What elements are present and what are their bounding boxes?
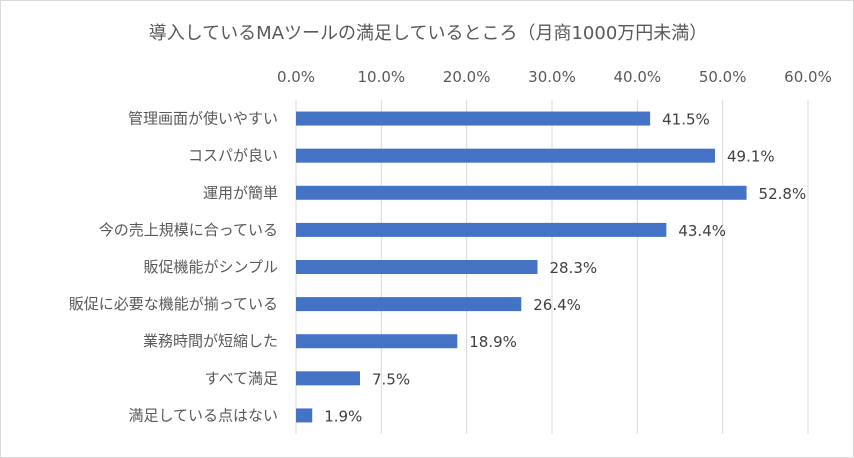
x-tick-label: 60.0% — [784, 68, 832, 86]
category-label: 管理画面が使いやすい — [128, 110, 278, 128]
data-label: 7.5% — [372, 370, 410, 388]
data-label: 1.9% — [324, 407, 362, 425]
data-label: 26.4% — [533, 296, 581, 314]
bar — [296, 297, 522, 312]
data-label: 41.5% — [662, 111, 710, 129]
category-label: コスパが良い — [188, 147, 278, 165]
x-tick-label: 0.0% — [277, 68, 315, 86]
data-label: 18.9% — [469, 333, 517, 351]
category-label: 業務時間が短縮した — [143, 332, 278, 350]
data-label: 49.1% — [727, 148, 775, 166]
bar — [296, 148, 715, 163]
x-tick-label: 50.0% — [699, 68, 747, 86]
data-label: 52.8% — [759, 185, 807, 203]
data-label: 43.4% — [678, 222, 726, 240]
x-tick-label: 10.0% — [358, 68, 406, 86]
data-label: 28.3% — [549, 259, 597, 277]
category-label: 今の売上規模に合っている — [99, 221, 278, 239]
bar — [296, 260, 538, 274]
category-label: 販促に必要な機能が揃っている — [69, 295, 278, 313]
category-label: 販促機能がシンプル — [143, 258, 278, 276]
bar — [296, 222, 667, 237]
x-tick-label: 40.0% — [614, 68, 662, 86]
chart-title: 導入しているMAツールの満足しているところ（月商1000万円未満） — [148, 23, 708, 44]
bar — [296, 185, 747, 200]
bar — [296, 111, 651, 126]
category-label: すべて満足 — [205, 369, 278, 387]
category-label: 運用が簡単 — [203, 184, 278, 202]
bar — [296, 408, 313, 423]
x-tick-label: 20.0% — [443, 68, 491, 86]
x-tick-label: 30.0% — [528, 68, 576, 86]
bar — [296, 334, 458, 349]
bar — [296, 371, 360, 386]
category-label: 満足している点はない — [128, 406, 278, 424]
